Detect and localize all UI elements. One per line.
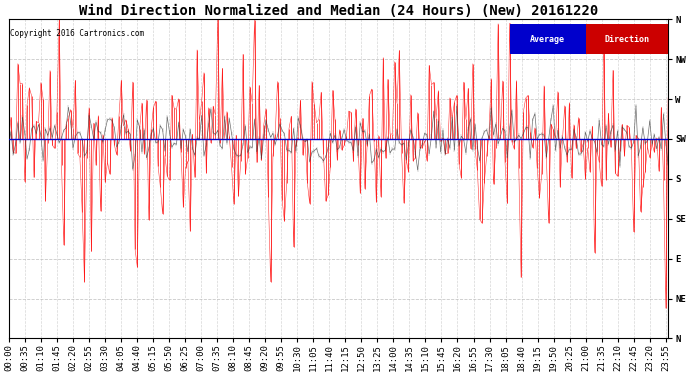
FancyBboxPatch shape (586, 24, 668, 54)
FancyBboxPatch shape (510, 24, 586, 54)
Text: Copyright 2016 Cartronics.com: Copyright 2016 Cartronics.com (10, 29, 144, 38)
Text: Direction: Direction (604, 35, 649, 44)
Title: Wind Direction Normalized and Median (24 Hours) (New) 20161220: Wind Direction Normalized and Median (24… (79, 4, 598, 18)
Text: Average: Average (531, 35, 565, 44)
